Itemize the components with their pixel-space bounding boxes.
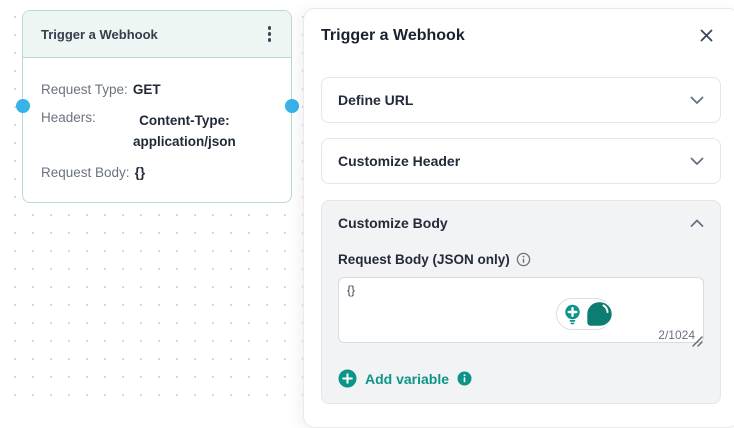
request-body-label: Request Body (JSON only) xyxy=(338,252,510,267)
field-label: Request Body: xyxy=(41,165,130,180)
field-value: GET xyxy=(132,82,161,97)
chat-bubble-icon[interactable] xyxy=(584,299,614,329)
node-field-request-type: Request Type: GET xyxy=(41,82,273,97)
lightbulb-plus-icon[interactable] xyxy=(562,303,583,326)
field-value: Content-Type: application/json xyxy=(133,113,236,149)
panel-title: Trigger a Webhook xyxy=(321,26,465,44)
char-counter: 2/1024 xyxy=(658,328,695,342)
node-title: Trigger a Webhook xyxy=(41,26,158,42)
node-field-headers: Headers: Content-Type: application/json xyxy=(41,110,273,152)
close-icon[interactable] xyxy=(696,25,717,46)
accordion-customize-header: Customize Header xyxy=(321,138,721,184)
accordion-customize-body-header[interactable]: Customize Body xyxy=(322,201,720,245)
accordion-define-url: Define URL xyxy=(321,77,721,123)
chevron-down-icon xyxy=(690,96,704,105)
webhook-node-card[interactable]: Trigger a Webhook Request Type: GET Head… xyxy=(15,10,299,203)
resize-grip-icon[interactable] xyxy=(692,336,703,347)
chevron-up-icon xyxy=(690,219,704,228)
plus-circle-icon xyxy=(338,369,357,388)
accordion-customize-body: Customize Body Request Body (JSON only) … xyxy=(321,200,721,404)
connection-handle-left[interactable] xyxy=(15,99,30,113)
field-label: Request Type: xyxy=(41,82,128,97)
ai-assist-pill[interactable] xyxy=(556,298,614,330)
add-variable-label: Add variable xyxy=(365,370,450,387)
node-field-request-body: Request Body: {} xyxy=(41,165,273,180)
chevron-down-icon xyxy=(690,157,704,166)
node-body: Request Type: GET Headers: Content-Type:… xyxy=(23,58,291,180)
accordion-label: Define URL xyxy=(338,92,414,108)
panel-header: Trigger a Webhook xyxy=(321,25,721,46)
request-body-label-row: Request Body (JSON only) xyxy=(338,252,704,267)
field-value: {} xyxy=(134,165,146,180)
connection-handle-right[interactable] xyxy=(284,99,299,113)
request-body-editor: {} xyxy=(338,277,704,348)
info-filled-icon[interactable] xyxy=(457,371,472,386)
add-variable-button[interactable]: Add variable xyxy=(338,369,472,388)
customize-body-content: Request Body (JSON only) {} xyxy=(322,252,720,404)
accordion-label: Customize Header xyxy=(338,153,461,169)
accordion-define-url-header[interactable]: Define URL xyxy=(322,78,720,122)
field-label: Headers: xyxy=(41,110,96,125)
node-header: Trigger a Webhook xyxy=(23,11,291,58)
info-icon[interactable] xyxy=(516,252,531,267)
request-body-textarea[interactable]: {} xyxy=(338,277,704,343)
config-panel: Trigger a Webhook Define URL Customize H… xyxy=(303,8,734,428)
accordion-label: Customize Body xyxy=(338,215,448,231)
kebab-menu-icon[interactable] xyxy=(262,22,277,45)
accordion-customize-header-header[interactable]: Customize Header xyxy=(322,139,720,183)
